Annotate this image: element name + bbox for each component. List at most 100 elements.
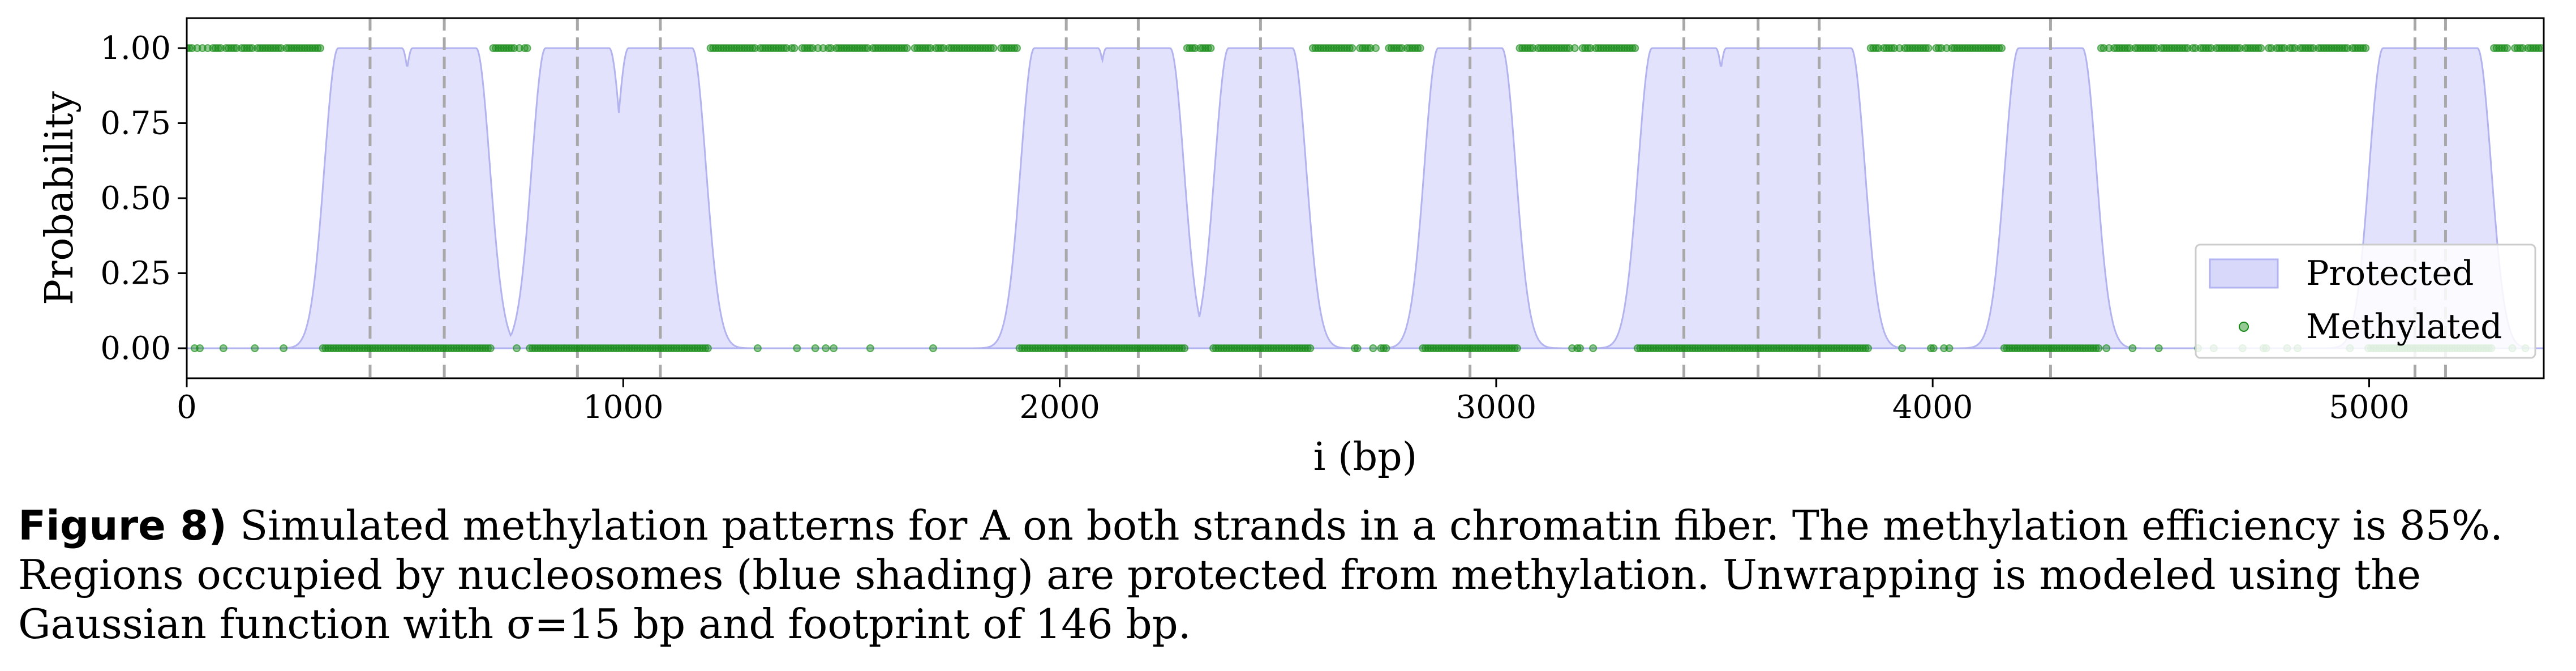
x-tick-label: 0	[177, 389, 197, 426]
methylation-point	[1927, 344, 1935, 352]
caption-label: Figure 8)	[18, 502, 227, 549]
x-axis-label: i (bp)	[1313, 435, 1417, 480]
legend-marker-methylated	[2239, 322, 2249, 332]
methylation-point	[2359, 44, 2367, 52]
methylation-point	[1570, 44, 1579, 52]
methylation-point	[780, 44, 788, 52]
methylation-point	[1898, 344, 1907, 352]
methylation-point	[2341, 44, 2349, 52]
methylation-point	[2188, 44, 2197, 52]
methylation-point	[1998, 44, 2006, 52]
methylation-point	[1306, 344, 1315, 352]
y-tick-label: 0.50	[100, 180, 171, 217]
methylation-point	[1526, 44, 1534, 52]
x-tick-label: 5000	[2329, 389, 2410, 426]
x-tick-label: 2000	[1019, 389, 1100, 426]
methylation-point	[1364, 44, 1372, 52]
methylation-point	[866, 344, 874, 352]
methylation-point	[1576, 344, 1584, 352]
methylation-point	[219, 344, 227, 352]
methylation-point	[929, 344, 937, 352]
methylation-point	[1513, 344, 1521, 352]
methylation-point	[1416, 44, 1424, 52]
methylation-point	[1995, 44, 2003, 52]
methylation-point	[1864, 344, 1872, 352]
methylation-point	[1382, 344, 1390, 352]
legend-swatch-protected	[2209, 258, 2279, 289]
methylation-point	[1935, 44, 1943, 52]
methylation-point	[830, 344, 838, 352]
methylation-point	[1010, 44, 1019, 52]
methylation-point	[2257, 44, 2265, 52]
methylation-point	[1345, 44, 1354, 52]
methylation-point	[246, 44, 254, 52]
caption-text: Simulated methylation patterns for A on …	[18, 502, 2503, 648]
methylation-point	[1945, 344, 1954, 352]
methylation-point	[1589, 344, 1598, 352]
methylation-point	[924, 44, 932, 52]
methylation-point	[748, 44, 757, 52]
methylation-point	[753, 344, 762, 352]
methylation-point	[1013, 44, 1021, 52]
y-tick-label: 0.25	[100, 255, 171, 292]
methylation-point	[1921, 44, 1930, 52]
methylation-point	[1887, 44, 1896, 52]
y-tick-label: 0.75	[100, 105, 171, 142]
methylation-point	[937, 44, 945, 52]
methylation-point	[986, 44, 995, 52]
methylation-point	[2516, 44, 2525, 52]
methylation-point	[2307, 44, 2315, 52]
methylation-point	[280, 344, 288, 352]
methylation-point	[1631, 44, 1639, 52]
methylation-point	[806, 44, 814, 52]
figure-caption: Figure 8) Simulated methylation patterns…	[18, 501, 2565, 649]
methylation-point	[2254, 44, 2262, 52]
methylation-point	[1353, 344, 1362, 352]
methylation-point	[2094, 344, 2103, 352]
y-tick-label: 0.00	[100, 330, 171, 367]
methylation-point	[1303, 344, 1312, 352]
methylation-point	[903, 44, 911, 52]
y-tick-label: 1.00	[100, 30, 171, 67]
methylation-point	[788, 44, 796, 52]
methylation-point	[1188, 44, 1197, 52]
methylation-point	[187, 44, 194, 52]
methylation-point	[790, 44, 798, 52]
methylation-point	[2278, 44, 2286, 52]
methylation-point	[2537, 44, 2544, 52]
methylation-point	[274, 44, 282, 52]
methylation-point	[701, 344, 710, 352]
methylation-point	[1180, 344, 1189, 352]
methylation-point	[1178, 344, 1186, 352]
methylation-point	[2092, 344, 2100, 352]
methylation-point	[1583, 44, 1592, 52]
methylation-point	[1372, 44, 1380, 52]
legend-box	[2195, 243, 2536, 359]
y-axis-label: Probability	[37, 91, 82, 305]
methylation-point	[2503, 44, 2511, 52]
methylation-point	[2128, 344, 2137, 352]
methylation-point	[230, 44, 238, 52]
methylation-point	[2154, 344, 2163, 352]
legend-label-protected: Protected	[2306, 254, 2474, 293]
methylation-point	[989, 44, 998, 52]
legend: Protected Methylated	[2195, 243, 2536, 359]
methylation-point	[486, 344, 495, 352]
methylation-point	[1929, 344, 1938, 352]
x-tick-label: 4000	[1892, 389, 1973, 426]
methylation-point	[1369, 344, 1377, 352]
methylation-point	[1348, 44, 1356, 52]
methylation-point	[2204, 44, 2213, 52]
methylation-point	[1628, 44, 1637, 52]
methylation-point	[2149, 44, 2158, 52]
methylation-point	[2500, 44, 2509, 52]
methylation-point	[2102, 344, 2111, 352]
methylation-point	[314, 44, 322, 52]
methylation-point	[2534, 44, 2543, 52]
methylation-point	[2123, 44, 2132, 52]
methylation-point	[214, 44, 222, 52]
methylation-point	[1395, 44, 1403, 52]
methylation-point	[793, 344, 801, 352]
methylation-point	[196, 344, 204, 352]
methylation-point	[316, 44, 324, 52]
